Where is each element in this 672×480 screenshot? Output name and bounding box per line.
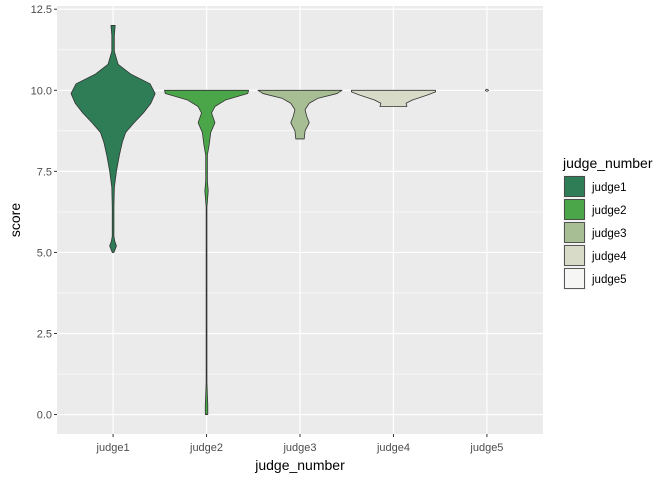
legend-swatch-judge3 bbox=[564, 222, 585, 243]
violin-judge5 bbox=[484, 88, 490, 92]
legend-swatch-judge5 bbox=[564, 268, 585, 289]
y-tick-label: 0.0 bbox=[37, 410, 52, 422]
violins bbox=[70, 25, 490, 415]
y-axis-title: score bbox=[7, 203, 23, 237]
legend: judge_number judge1 judge2 judge3 judge4 jud… bbox=[562, 155, 653, 290]
x-tick-label: judge2 bbox=[189, 442, 223, 454]
x-tick-label: judge1 bbox=[96, 442, 130, 454]
legend-label-judge3: judge3 bbox=[591, 228, 627, 240]
legend-label-judge2: judge2 bbox=[591, 205, 627, 217]
y-tick-label: 12.5 bbox=[31, 4, 52, 16]
y-tick-label: 7.5 bbox=[37, 166, 52, 178]
x-axis-title: judge_number bbox=[254, 457, 345, 473]
violin-judge2 bbox=[164, 89, 249, 415]
legend-label-judge5: judge5 bbox=[591, 274, 627, 286]
x-tick-label: judge5 bbox=[469, 442, 503, 454]
violin-judge1 bbox=[70, 25, 156, 253]
violin-judge4 bbox=[351, 89, 436, 107]
y-tick-label: 10.0 bbox=[31, 85, 52, 97]
legend-swatch-judge2 bbox=[564, 199, 585, 220]
legend-swatch-judge4 bbox=[564, 245, 585, 266]
x-tick-label: judge3 bbox=[282, 442, 316, 454]
y-tick-label: 2.5 bbox=[37, 328, 52, 340]
x-axis: judge1 judge2 judge3 judge4 judge5 bbox=[96, 434, 503, 454]
legend-swatch-judge1 bbox=[564, 176, 585, 197]
legend-label-judge1: judge1 bbox=[591, 182, 627, 194]
y-tick-label: 5.0 bbox=[37, 247, 52, 259]
y-axis: 0.0 2.5 5.0 7.5 10.0 12.5 bbox=[31, 4, 57, 422]
violin-judge3 bbox=[257, 89, 343, 140]
legend-title: judge_number bbox=[562, 155, 653, 171]
x-tick-label: judge4 bbox=[376, 442, 410, 454]
legend-label-judge4: judge4 bbox=[591, 251, 627, 263]
